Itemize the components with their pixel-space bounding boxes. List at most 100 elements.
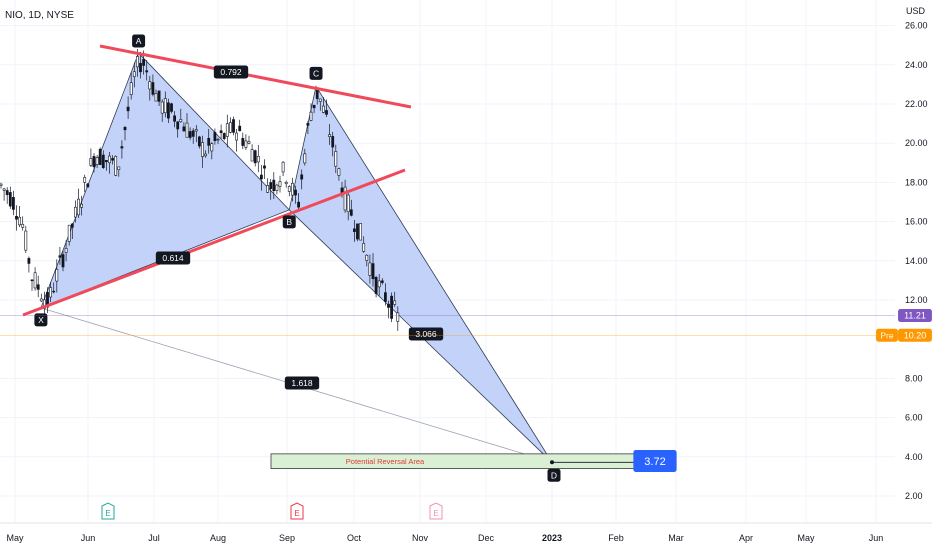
candle xyxy=(263,159,266,179)
candle xyxy=(201,135,204,168)
candle xyxy=(18,206,22,228)
candle xyxy=(198,135,201,149)
candle xyxy=(77,188,80,218)
candle xyxy=(108,152,111,174)
candle xyxy=(64,240,68,262)
last-price-label: 11.21 xyxy=(898,308,932,322)
candle xyxy=(74,200,77,223)
svg-text:3.066: 3.066 xyxy=(415,329,437,339)
candle xyxy=(148,76,152,101)
candle xyxy=(306,120,310,134)
candle xyxy=(194,125,198,143)
x-tick-label: May xyxy=(6,533,24,543)
x-tick-label: Sep xyxy=(279,533,295,543)
candle xyxy=(179,108,183,123)
candle xyxy=(0,182,3,189)
candle xyxy=(356,223,359,242)
x-tick-label: Mar xyxy=(668,533,684,543)
x-tick-label: Dec xyxy=(478,533,495,543)
candle xyxy=(241,132,245,150)
reversal-zone xyxy=(270,453,635,469)
candle xyxy=(374,275,378,298)
candle xyxy=(151,74,155,97)
x-tick-label: Apr xyxy=(739,533,753,543)
earnings-marker[interactable]: E xyxy=(290,502,304,520)
candle xyxy=(204,150,208,158)
candle xyxy=(42,291,46,316)
reversal-zone-label: Potential Reversal Area xyxy=(346,457,425,466)
point-label-d: D xyxy=(547,468,561,482)
earnings-marker[interactable]: E xyxy=(101,502,115,520)
svg-text:B: B xyxy=(286,217,292,227)
candle xyxy=(33,267,37,291)
point-label-a: A xyxy=(132,34,146,48)
candle xyxy=(393,291,397,307)
candle xyxy=(39,293,43,303)
upper-trendline xyxy=(99,44,412,109)
candle xyxy=(157,90,161,106)
candle xyxy=(182,122,186,132)
candle xyxy=(89,148,93,168)
candle xyxy=(253,149,257,167)
svg-text:C: C xyxy=(313,68,319,78)
candle xyxy=(377,274,381,296)
candle xyxy=(163,91,167,118)
candle xyxy=(101,150,105,169)
candle xyxy=(328,124,332,145)
candle xyxy=(139,51,142,79)
candle xyxy=(300,169,304,190)
time-axis: May Jun Jul Aug Sep Oct Nov Dec 2023 Feb Mar Apr May… xyxy=(0,502,932,543)
candle xyxy=(8,186,12,209)
candle xyxy=(250,144,254,162)
candle xyxy=(2,187,6,201)
candle xyxy=(297,192,301,211)
candle xyxy=(70,222,74,240)
y-tick-label: 2.00 xyxy=(905,491,923,501)
candle xyxy=(396,306,400,331)
candle xyxy=(36,275,40,298)
candle xyxy=(21,216,25,231)
candle xyxy=(58,246,62,265)
x-tick-label: Jun xyxy=(869,533,884,543)
svg-text:X: X xyxy=(38,315,44,325)
xab-triangle xyxy=(40,52,290,309)
candle xyxy=(368,254,372,284)
y-tick-label: 12.00 xyxy=(905,295,928,305)
candle xyxy=(61,250,65,272)
point-label-c: C xyxy=(309,66,323,80)
candle xyxy=(52,282,56,294)
candle xyxy=(244,134,248,150)
target-value-label: 3.72 xyxy=(633,450,677,472)
point-label-b: B xyxy=(282,215,296,229)
svg-text:D: D xyxy=(551,470,557,480)
candle xyxy=(256,145,260,173)
y-tick-label: 20.00 xyxy=(905,138,928,148)
candle xyxy=(383,283,387,306)
svg-text:E: E xyxy=(433,509,438,518)
candle xyxy=(303,148,307,166)
x-tick-label: May xyxy=(797,533,815,543)
y-tick-label: 4.00 xyxy=(905,452,923,462)
x-tick-label: Feb xyxy=(608,533,624,543)
candle xyxy=(294,185,297,204)
candle xyxy=(232,116,235,136)
candle xyxy=(160,99,164,122)
candle xyxy=(309,103,313,122)
ratio-ab: 0.792 xyxy=(213,65,249,79)
svg-text:3.72: 3.72 xyxy=(644,456,665,468)
y-tick-label: 22.00 xyxy=(905,99,928,109)
earnings-marker[interactable]: E xyxy=(429,502,443,520)
svg-text:0.792: 0.792 xyxy=(220,67,242,77)
candle xyxy=(49,282,53,303)
point-label-x: X xyxy=(34,313,48,327)
candle xyxy=(12,190,15,216)
candle xyxy=(176,121,180,138)
currency-label: USD xyxy=(906,6,926,16)
candle xyxy=(325,99,328,118)
candle xyxy=(278,175,282,193)
candle xyxy=(111,155,115,165)
trendlines xyxy=(22,44,412,317)
candle xyxy=(86,182,90,188)
x-tick-label: Jun xyxy=(81,533,96,543)
